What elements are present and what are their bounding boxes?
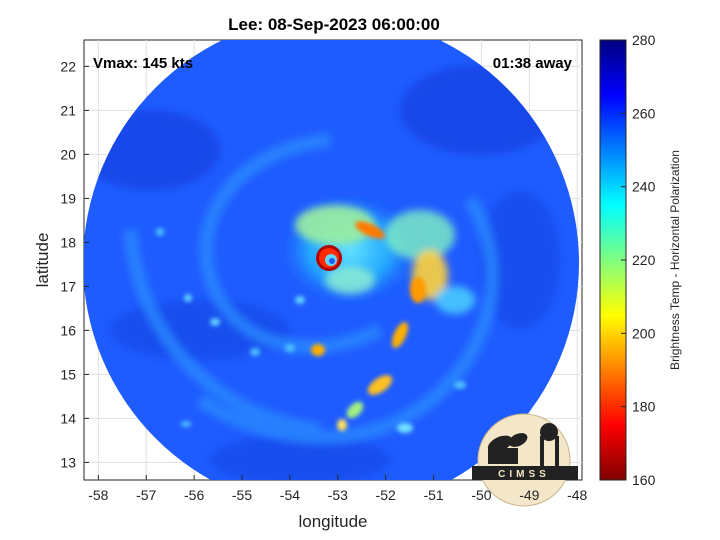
vmax-label: Vmax: 145 kts — [93, 55, 193, 72]
y-tick-label: 17 — [60, 278, 76, 294]
x-tick-label: -49 — [519, 487, 539, 503]
colorbar-tick-label: 200 — [632, 325, 656, 341]
colorbar-tick-label: 240 — [632, 179, 656, 195]
y-tick-label: 18 — [60, 234, 76, 250]
chart-title: Lee: 08-Sep-2023 06:00:00 — [228, 15, 440, 34]
x-tick-label: -56 — [184, 487, 204, 503]
y-axis-ticks: 22 21 20 19 18 17 16 15 14 13 — [60, 58, 89, 470]
y-tick-label: 13 — [60, 454, 76, 470]
y-axis-label: latitude — [33, 233, 52, 288]
logo-text: CIMSS — [498, 469, 550, 480]
time-offset-label: 01:38 away — [493, 55, 573, 72]
cimss-logo: CIMSS — [472, 413, 578, 507]
x-tick-label: -54 — [280, 487, 300, 503]
y-tick-label: 16 — [60, 322, 76, 338]
colorbar-ticks: 280 260 240 220 200 180 160 — [621, 32, 656, 488]
x-tick-label: -51 — [423, 487, 443, 503]
y-tick-label: 15 — [60, 366, 76, 382]
colorbar-tick-label: 280 — [632, 32, 656, 48]
colorbar-label: Brightness Temp - Horizontal Polarizatio… — [668, 150, 682, 370]
x-axis-ticks: -58 -57 -56 -55 -54 -53 -52 -51 -50 -49 -48 — [88, 475, 588, 503]
x-tick-label: -53 — [328, 487, 348, 503]
x-tick-label: -48 — [567, 487, 587, 503]
colorbar-tick-label: 160 — [632, 472, 656, 488]
colorbar-tick-label: 260 — [632, 105, 656, 121]
x-tick-label: -57 — [136, 487, 156, 503]
colorbar-tick-label: 220 — [632, 252, 656, 268]
colorbar-tick-label: 180 — [632, 399, 656, 415]
x-tick-label: -55 — [232, 487, 252, 503]
x-tick-label: -52 — [376, 487, 396, 503]
x-tick-label: -50 — [471, 487, 491, 503]
x-tick-label: -58 — [88, 487, 108, 503]
y-tick-label: 14 — [60, 410, 76, 426]
y-tick-label: 22 — [60, 58, 76, 74]
y-tick-label: 20 — [60, 146, 76, 162]
y-tick-label: 21 — [60, 102, 76, 118]
x-axis-label: longitude — [298, 512, 367, 531]
y-tick-label: 19 — [60, 190, 76, 206]
